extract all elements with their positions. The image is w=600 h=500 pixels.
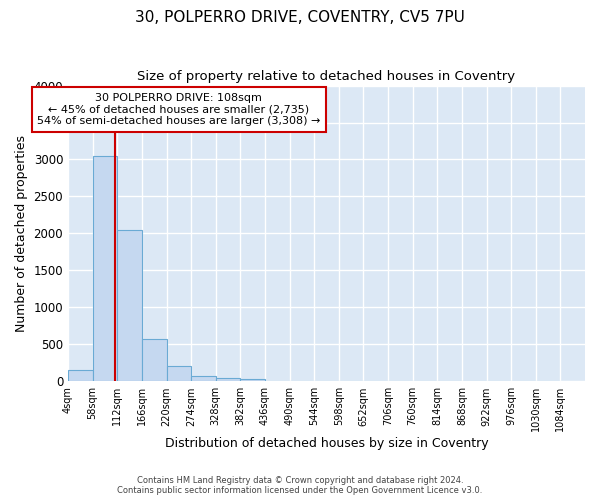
Bar — [68, 370, 92, 382]
Bar — [167, 366, 191, 382]
Bar — [142, 339, 167, 382]
Text: 30, POLPERRO DRIVE, COVENTRY, CV5 7PU: 30, POLPERRO DRIVE, COVENTRY, CV5 7PU — [135, 10, 465, 25]
Bar — [241, 380, 265, 382]
Text: 30 POLPERRO DRIVE: 108sqm
← 45% of detached houses are smaller (2,735)
54% of se: 30 POLPERRO DRIVE: 108sqm ← 45% of detac… — [37, 93, 320, 126]
Bar — [92, 156, 117, 382]
Bar — [191, 376, 216, 382]
Text: Contains HM Land Registry data © Crown copyright and database right 2024.
Contai: Contains HM Land Registry data © Crown c… — [118, 476, 482, 495]
X-axis label: Distribution of detached houses by size in Coventry: Distribution of detached houses by size … — [165, 437, 488, 450]
Title: Size of property relative to detached houses in Coventry: Size of property relative to detached ho… — [137, 70, 515, 83]
Bar — [216, 378, 241, 382]
Y-axis label: Number of detached properties: Number of detached properties — [15, 135, 28, 332]
Bar — [117, 230, 142, 382]
